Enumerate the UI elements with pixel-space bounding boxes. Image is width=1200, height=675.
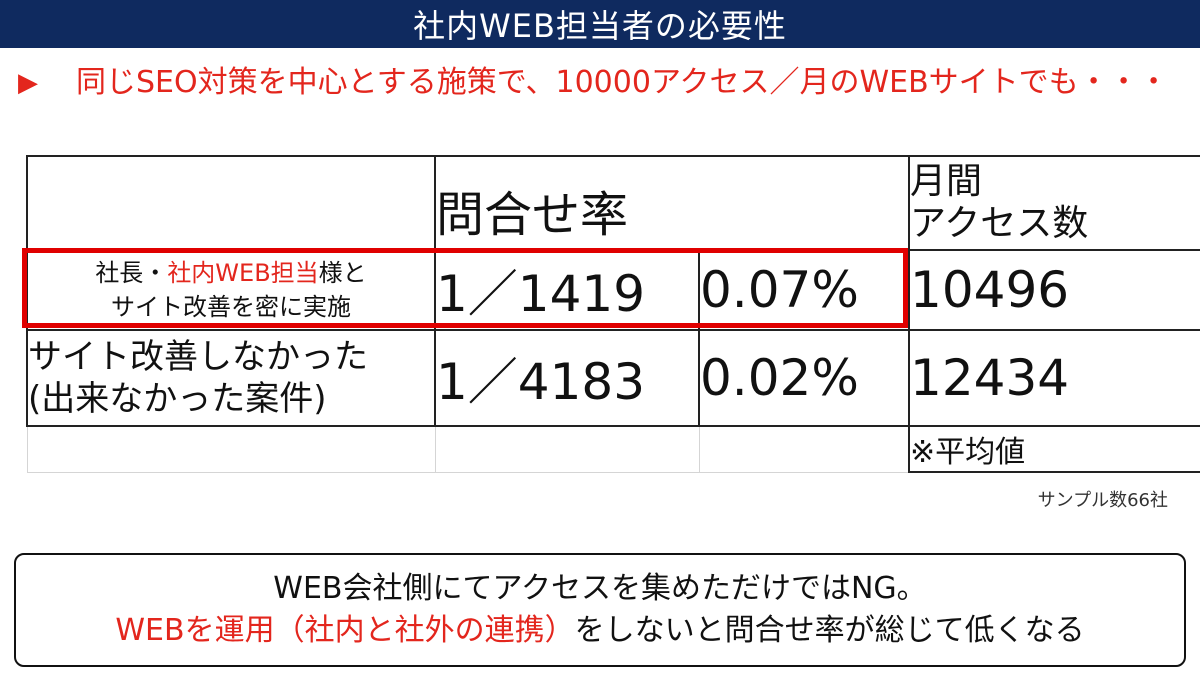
row1-access: 10496 bbox=[908, 249, 1200, 331]
slide-title-bar: 社内WEB担当者の必要性 bbox=[0, 0, 1200, 48]
conclusion-callout: WEB会社側にてアクセスを集めただけではNG。 WEBを運用（社内と社外の連携）… bbox=[14, 553, 1186, 667]
comparison-table: 問合せ率 月間 アクセス数 社長・社内WEB担当様と サイト改善を密に実施 1／… bbox=[26, 155, 1200, 473]
row1-label-red: 社内WEB担当 bbox=[167, 259, 319, 287]
row1-highlight-frame bbox=[22, 248, 908, 328]
row1-label-line1: 社長・社内WEB担当様と bbox=[28, 256, 434, 290]
header-monthly-access: 月間 アクセス数 bbox=[908, 155, 1200, 251]
row2-percent: 0.02% bbox=[697, 329, 911, 427]
callout-line1: WEB会社側にてアクセスを集めただけではNG。 bbox=[273, 571, 927, 606]
slide-title: 社内WEB担当者の必要性 bbox=[413, 7, 787, 45]
table-row: サイト改善しなかった (出来なかった案件) 1／4183 0.02% 12434 bbox=[26, 329, 1200, 427]
row2-access: 12434 bbox=[908, 329, 1200, 427]
triangle-bullet-icon: ▶ bbox=[18, 68, 38, 98]
callout-line2: WEBを運用（社内と社外の連携）をしないと問合せ率が総じて低くなる bbox=[115, 610, 1084, 652]
callout-line2-rest: をしないと問合せ率が総じて低くなる bbox=[574, 613, 1085, 648]
row1-label: 社長・社内WEB担当様と サイト改善を密に実施 bbox=[26, 249, 436, 331]
header-monthly-access-line2: アクセス数 bbox=[910, 203, 1089, 244]
table-note-row: ※平均値 bbox=[26, 425, 1200, 473]
row2-label-line1: サイト改善しなかった bbox=[28, 337, 368, 377]
row1-ratio: 1／1419 bbox=[434, 249, 700, 331]
row1-label-suffix: 様と bbox=[318, 259, 367, 287]
header-inquiry-rate-text: 問合せ率 bbox=[436, 187, 629, 243]
average-note: ※平均値 bbox=[908, 425, 1200, 473]
table-header-row: 問合せ率 月間 アクセス数 bbox=[26, 155, 1200, 251]
lead-statement: ▶ 同じSEO対策を中心とする施策で、10000アクセス／月のWEBサイトでも・・… bbox=[18, 62, 1178, 104]
table-row: 社長・社内WEB担当様と サイト改善を密に実施 1／1419 0.07% 104… bbox=[26, 249, 1200, 331]
row1-label-line2: サイト改善を密に実施 bbox=[111, 293, 351, 321]
row2-label: サイト改善しなかった (出来なかった案件) bbox=[26, 329, 436, 427]
row1-label-prefix: 社長・ bbox=[95, 259, 168, 287]
callout-line2-red: WEBを運用（社内と社外の連携） bbox=[115, 613, 575, 648]
note-empty-cell bbox=[434, 425, 700, 473]
header-inquiry-rate: 問合せ率 bbox=[433, 155, 911, 251]
sample-count: サンプル数66社 bbox=[1037, 490, 1168, 511]
row2-ratio: 1／4183 bbox=[434, 329, 700, 427]
row2-label-line2: (出来なかった案件) bbox=[28, 379, 327, 419]
header-empty-cell bbox=[26, 155, 436, 251]
lead-text: 同じSEO対策を中心とする施策で、10000アクセス／月のWEBサイトでも・・・ bbox=[76, 65, 1169, 100]
header-monthly-access-line1: 月間 bbox=[910, 161, 983, 202]
note-empty-cell bbox=[26, 425, 436, 473]
note-empty-cell bbox=[698, 425, 910, 473]
